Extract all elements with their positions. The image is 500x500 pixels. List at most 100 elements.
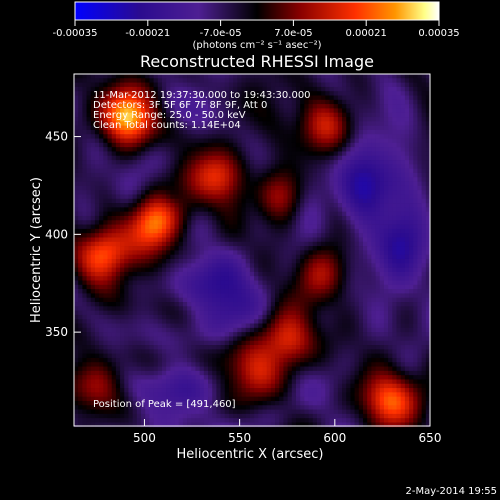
heatmap-cell <box>107 155 113 161</box>
heatmap-cell <box>346 310 351 316</box>
heatmap-cell <box>333 160 339 165</box>
heatmap-cell <box>90 117 96 122</box>
heatmap-cell <box>195 99 200 105</box>
heatmap-cell <box>379 104 385 109</box>
heatmap-cell <box>392 319 397 324</box>
heatmap-cell <box>392 241 397 247</box>
heatmap-cell <box>413 177 418 182</box>
heatmap-cell <box>258 125 263 131</box>
heatmap-cell <box>362 310 368 316</box>
heatmap-cell <box>220 302 226 307</box>
heatmap-cell <box>258 207 263 213</box>
heatmap-cell <box>245 271 251 277</box>
heatmap-cell <box>283 185 288 191</box>
heatmap-cell <box>136 271 142 277</box>
heatmap-cell <box>174 237 180 243</box>
heatmap-cell <box>178 74 184 79</box>
heatmap-cell <box>266 172 272 178</box>
heatmap-cell <box>82 91 87 96</box>
heatmap-cell <box>316 280 322 286</box>
heatmap-cell <box>187 155 192 161</box>
heatmap-cell <box>115 121 121 126</box>
heatmap-cell <box>409 215 414 221</box>
heatmap-cell <box>103 147 108 152</box>
heatmap-cell <box>237 237 242 243</box>
heatmap-cell <box>86 129 92 135</box>
heatmap-cell <box>404 190 410 195</box>
heatmap-cell <box>358 207 364 213</box>
heatmap-cell <box>367 147 372 152</box>
heatmap-cell <box>383 228 389 234</box>
heatmap-cell <box>128 297 133 303</box>
heatmap-cell <box>107 220 113 225</box>
heatmap-cell <box>358 289 364 294</box>
heatmap-cell <box>354 250 360 256</box>
heatmap-cell <box>371 91 376 96</box>
heatmap-cell <box>178 104 184 109</box>
heatmap-cell <box>74 237 79 243</box>
heatmap-cell <box>203 142 209 148</box>
heatmap-cell <box>392 203 397 208</box>
heatmap-cell <box>166 233 171 238</box>
heatmap-cell <box>228 203 234 208</box>
heatmap-cell <box>120 82 125 88</box>
heatmap-cell <box>266 241 272 247</box>
heatmap-cell <box>295 104 301 109</box>
heatmap-cell <box>170 211 175 217</box>
heatmap-cell <box>228 207 234 213</box>
heatmap-cell <box>208 314 213 320</box>
heatmap-cell <box>90 267 96 273</box>
heatmap-cell <box>187 194 192 200</box>
heatmap-cell <box>182 267 188 273</box>
heatmap-cell <box>153 306 159 311</box>
heatmap-cell <box>409 233 414 238</box>
heatmap-cell <box>203 310 209 316</box>
heatmap-cell <box>78 314 83 320</box>
heatmap-cell <box>283 203 288 208</box>
heatmap-cell <box>199 125 205 131</box>
heatmap-cell <box>141 254 146 260</box>
heatmap-cell <box>383 117 389 122</box>
heatmap-cell <box>413 185 418 191</box>
heatmap-cell <box>333 151 339 157</box>
heatmap-cell <box>90 121 96 126</box>
heatmap-cell <box>120 250 125 256</box>
heatmap-cell <box>94 190 100 195</box>
heatmap-cell <box>208 224 213 230</box>
heatmap-cell <box>78 293 83 299</box>
heatmap-cell <box>388 271 393 277</box>
heatmap-cell <box>316 78 322 83</box>
heatmap-cell <box>400 134 406 139</box>
heatmap-cell <box>417 207 422 213</box>
heatmap-cell <box>350 151 355 157</box>
heatmap-cell <box>86 138 92 144</box>
heatmap-cell <box>421 117 427 122</box>
heatmap-cell <box>312 276 318 281</box>
heatmap-cell <box>157 104 163 109</box>
heatmap-cell <box>103 142 108 148</box>
heatmap-cell <box>396 112 402 118</box>
heatmap-cell <box>132 99 138 105</box>
heatmap-cell <box>304 121 309 126</box>
heatmap-cell <box>367 117 372 122</box>
heatmap-cell <box>329 147 335 152</box>
heatmap-cell <box>400 220 406 225</box>
heatmap-cell <box>425 228 431 234</box>
heatmap-cell <box>342 177 347 182</box>
heatmap-cell <box>304 142 309 148</box>
heatmap-cell <box>182 293 188 299</box>
heatmap-cell <box>417 117 422 122</box>
heatmap-cell <box>233 297 238 303</box>
heatmap-cell <box>233 215 238 221</box>
heatmap-cell <box>425 263 431 268</box>
heatmap-cell <box>94 91 100 96</box>
heatmap-cell <box>157 147 163 152</box>
heatmap-cell <box>249 181 255 187</box>
heatmap-cell <box>375 160 381 165</box>
heatmap-cell <box>99 207 104 213</box>
heatmap-cell <box>383 207 389 213</box>
heatmap-cell <box>107 138 113 144</box>
heatmap-cell <box>141 220 146 225</box>
heatmap-cell <box>195 172 200 178</box>
heatmap-cell <box>111 280 117 286</box>
